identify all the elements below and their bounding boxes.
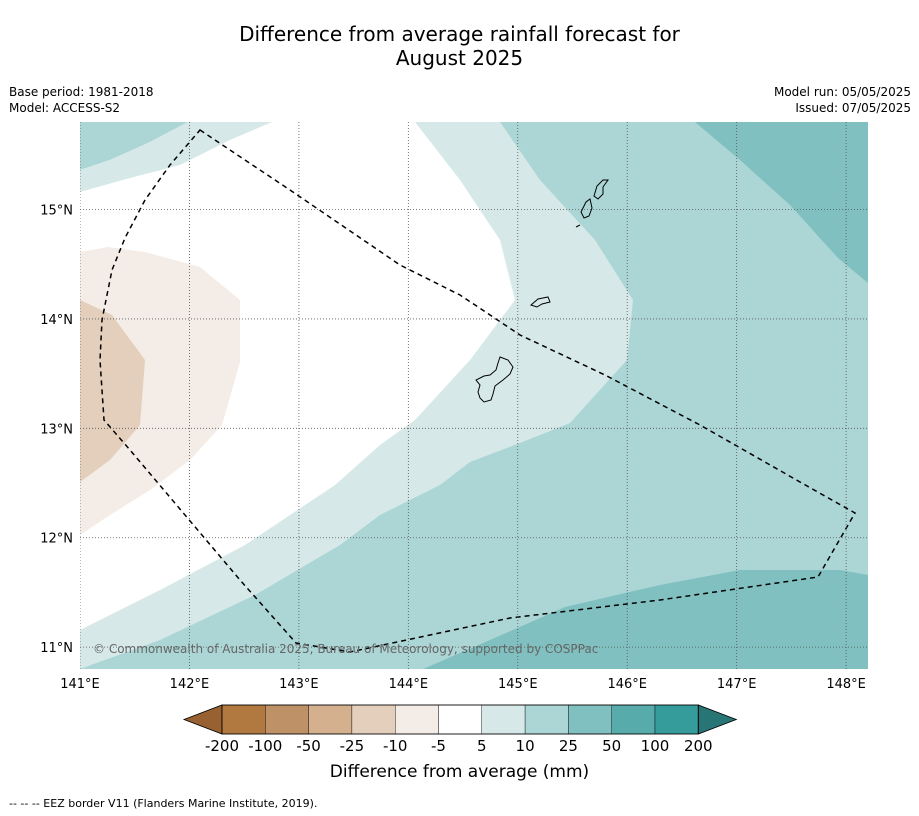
contour-band-25-50-ne <box>695 122 868 283</box>
colorbar-tick-label: 100 <box>641 737 670 755</box>
lon-tick-label: 145°E <box>498 677 538 692</box>
lat-tick-label: 13°N <box>40 422 73 437</box>
map-title: Difference from average rainfall forecas… <box>0 22 919 70</box>
colorbar-swatch <box>611 704 656 735</box>
contour-band-25-50 <box>423 570 868 669</box>
title-line-1: Difference from average rainfall forecas… <box>239 22 680 46</box>
colorbar-tick-label: -5 <box>431 737 446 755</box>
colorbar-tick-label: 10 <box>516 737 535 755</box>
lon-tick-label: 146°E <box>607 677 647 692</box>
saipan-island <box>593 179 609 200</box>
colorbar-extend-high <box>697 704 738 735</box>
colorbar-swatch <box>395 704 439 735</box>
lon-tick-label: 144°E <box>389 677 429 692</box>
colorbar-tick-label: 50 <box>602 737 621 755</box>
guam-island <box>475 356 514 403</box>
lat-tick-label: 11°N <box>40 641 73 656</box>
eez-border <box>99 129 857 653</box>
latitude-tick-labels: 15°N 14°N 13°N 12°N 11°N <box>40 204 73 657</box>
model-text: Model: ACCESS-S2 <box>9 101 121 115</box>
colorbar-tick-label: -10 <box>383 737 408 755</box>
contour-band-10-25-nw <box>80 122 188 170</box>
contour-band-neg10-neg25 <box>80 300 145 482</box>
colorbar-tick-label: 5 <box>477 737 487 755</box>
lon-tick-label: 148°E <box>826 677 866 692</box>
meta-left: Base period: 1981-2018 Model: ACCESS-S2 <box>9 84 154 116</box>
colorbar-swatch <box>568 704 612 735</box>
lat-tick-label: 14°N <box>40 313 73 328</box>
colorbar-tick-label: 25 <box>559 737 578 755</box>
colorbar-extend-low <box>182 704 223 735</box>
base-period-text: Base period: 1981-2018 <box>9 85 154 99</box>
colorbar-tick-label: -50 <box>296 737 321 755</box>
meta-right: Model run: 05/05/2025 Issued: 07/05/2025 <box>774 84 911 116</box>
colorbar-tick-label: 200 <box>684 737 713 755</box>
eez-footnote: -- -- -- EEZ border V11 (Flanders Marine… <box>9 797 318 810</box>
colorbar-tick-label: -100 <box>248 737 282 755</box>
map-figure: © Commonwealth of Australia 2025, Bureau… <box>40 122 868 755</box>
colorbar-swatch <box>308 704 353 735</box>
map-panel: © Commonwealth of Australia 2025, Bureau… <box>80 122 868 669</box>
lat-tick-label: 12°N <box>40 532 73 547</box>
copyright-text: © Commonwealth of Australia 2025, Bureau… <box>93 642 598 656</box>
aguijan-island <box>575 224 581 228</box>
contour-band-10-25 <box>80 122 868 669</box>
colorbar-outline <box>221 704 699 735</box>
lat-tick-label: 15°N <box>40 204 73 219</box>
colorbar-swatch <box>221 704 266 735</box>
colorbar-tick-label: -200 <box>205 737 239 755</box>
lon-tick-label: 141°E <box>60 677 100 692</box>
model-run-text: Model run: 05/05/2025 <box>773 85 911 99</box>
lon-tick-label: 147°E <box>717 677 757 692</box>
rota-island <box>530 296 551 308</box>
colorbar-swatch <box>438 704 482 735</box>
gridlines <box>80 122 868 669</box>
lon-tick-label: 142°E <box>170 677 210 692</box>
issued-text: Issued: 07/05/2025 <box>795 101 911 115</box>
longitude-tick-labels: 141°E 142°E 143°E 144°E 145°E 146°E 147°E 148°E <box>60 677 866 692</box>
colorbar-swatch <box>265 704 309 735</box>
colorbar-tick-labels: -200 -100 -50 -25 -10 -5 5 10 25 50 100 200 <box>205 737 713 755</box>
colorbar-swatch <box>481 704 526 735</box>
colorbar-swatch <box>524 704 569 735</box>
colorbar-swatch <box>654 704 699 735</box>
colorbar-tick-label: -25 <box>340 737 365 755</box>
title-line-2: August 2025 <box>395 46 524 70</box>
lon-tick-label: 143°E <box>279 677 319 692</box>
tinian-island <box>580 198 593 219</box>
colorbar-label: Difference from average (mm) <box>329 762 590 782</box>
colorbar <box>182 704 738 735</box>
colorbar-swatch <box>351 704 396 735</box>
